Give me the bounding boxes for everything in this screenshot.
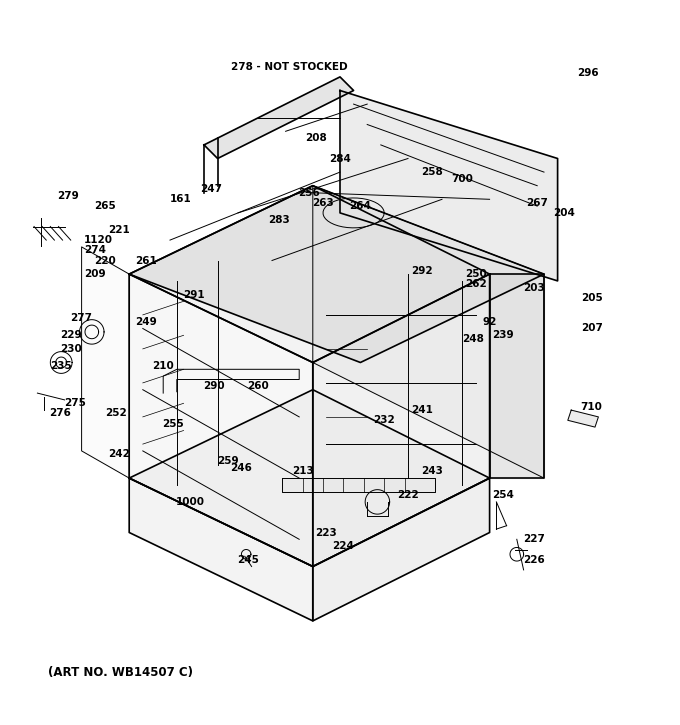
Text: 92: 92 [482,317,497,327]
Text: 226: 226 [523,555,545,565]
Text: 274: 274 [84,245,106,255]
Text: 224: 224 [333,541,354,551]
Text: 246: 246 [231,463,252,473]
Polygon shape [313,274,490,566]
Text: 248: 248 [462,334,483,344]
Text: 223: 223 [316,528,337,537]
Text: 262: 262 [465,279,487,289]
Text: 235: 235 [50,361,72,371]
Text: 255: 255 [163,419,184,428]
Polygon shape [129,478,313,621]
Text: 227: 227 [523,534,545,544]
Text: 277: 277 [71,313,92,323]
Text: 207: 207 [581,323,602,334]
Text: 276: 276 [49,408,71,418]
Text: 203: 203 [523,283,545,293]
Polygon shape [282,478,435,492]
Text: 1120: 1120 [84,235,113,245]
Text: 210: 210 [152,361,174,371]
Text: 243: 243 [421,466,443,476]
Polygon shape [313,186,544,478]
Text: 264: 264 [350,201,371,211]
Text: 291: 291 [183,289,205,299]
Text: 205: 205 [581,293,602,303]
Text: 252: 252 [105,408,126,418]
Polygon shape [129,274,313,566]
Polygon shape [129,390,490,566]
Polygon shape [490,274,544,478]
Text: 261: 261 [135,255,157,265]
Text: 265: 265 [95,201,116,211]
Text: 1000: 1000 [176,497,205,507]
Text: 710: 710 [581,402,602,412]
Polygon shape [129,186,544,362]
Text: 258: 258 [421,167,443,177]
Text: 284: 284 [329,154,351,164]
Text: 208: 208 [305,133,327,143]
Text: 209: 209 [84,269,106,279]
Text: 239: 239 [492,331,514,340]
Polygon shape [568,410,598,427]
Text: 256: 256 [299,188,320,197]
Text: 161: 161 [169,194,191,204]
Text: 204: 204 [554,208,575,218]
Text: 213: 213 [292,466,313,476]
Text: 247: 247 [200,184,222,194]
Text: 221: 221 [108,225,130,235]
Polygon shape [313,478,490,621]
Polygon shape [204,77,354,159]
Text: 275: 275 [64,398,86,408]
Text: 279: 279 [57,191,79,201]
Text: 222: 222 [397,490,419,500]
Text: 249: 249 [135,317,157,327]
Text: 250: 250 [465,269,487,279]
Text: (ART NO. WB14507 C): (ART NO. WB14507 C) [48,666,192,679]
Text: 259: 259 [217,456,239,466]
Text: 245: 245 [237,555,259,565]
Text: 278 - NOT STOCKED: 278 - NOT STOCKED [231,62,347,72]
Text: 241: 241 [411,405,432,415]
Text: 700: 700 [452,174,473,184]
Text: 263: 263 [312,198,334,207]
Text: 283: 283 [268,215,290,225]
Text: 229: 229 [61,331,82,340]
Text: 292: 292 [411,265,432,276]
Text: 232: 232 [373,415,395,426]
Text: 242: 242 [108,450,130,460]
Text: 230: 230 [61,344,82,354]
Text: 267: 267 [526,198,548,207]
Polygon shape [129,186,490,362]
Text: 290: 290 [203,381,225,392]
Text: 254: 254 [492,490,514,500]
Text: 220: 220 [95,255,116,265]
Text: 260: 260 [248,381,269,392]
Text: 296: 296 [577,68,599,78]
Polygon shape [82,247,129,478]
Polygon shape [340,91,558,281]
